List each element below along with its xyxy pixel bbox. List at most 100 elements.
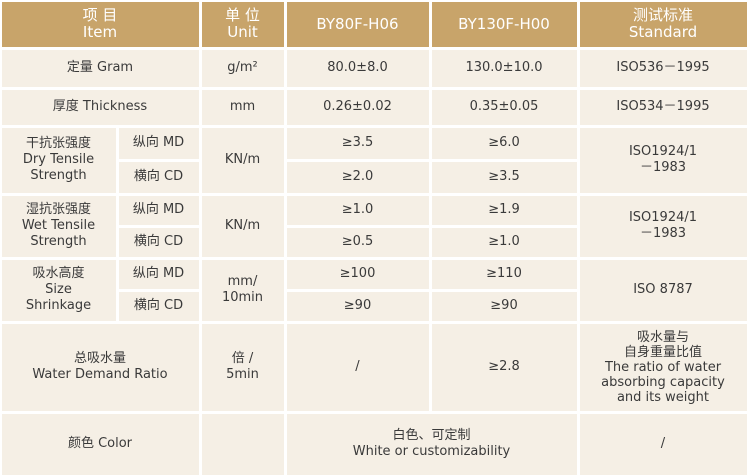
cell-text: ≥100 <box>339 266 376 281</box>
cell-text: / <box>355 359 360 374</box>
table-cell: ≥90 <box>431 291 577 321</box>
cell-text: mm/ <box>227 274 258 289</box>
cell-text: 10min <box>221 290 264 305</box>
cell-text: 项 目 <box>82 6 118 24</box>
table-cell: ISO 8787 <box>579 259 747 321</box>
cell-text: 80.0±8.0 <box>327 60 388 75</box>
cell-text: 纵向 MD <box>132 202 185 217</box>
cell-text: Standard <box>628 23 698 41</box>
table-cell: 项 目 Item <box>1 1 199 47</box>
cell-text: BY130F-H00 <box>458 14 550 33</box>
cell-text: 倍 / <box>231 351 254 366</box>
table-cell: 纵向 MD <box>118 195 199 225</box>
cell-text: 横向 CD <box>133 298 184 313</box>
table-cell: ISO1924/1 －1983 <box>579 127 747 193</box>
table-cell: 湿抗张强度 Wet Tensile Strength <box>1 195 116 257</box>
table-cell: 总吸水量 Water Demand Ratio <box>1 323 199 411</box>
cell-text: Wet Tensile <box>21 218 96 233</box>
table-cell: ≥2.8 <box>431 323 577 411</box>
table-cell: 0.35±0.05 <box>431 89 577 125</box>
cell-text: / <box>660 436 666 451</box>
cell-text: 湿抗张强度 <box>25 202 91 217</box>
cell-text: and its weight <box>616 389 710 405</box>
table-cell: / <box>286 323 429 411</box>
table-cell: 测试标准 Standard <box>579 1 747 47</box>
cell-text: 自身重量比值 <box>623 344 702 360</box>
cell-text: 总吸水量 <box>73 351 126 366</box>
table-cell: 厚度 Thickness <box>1 89 199 125</box>
cell-text: 定量 Gram <box>66 60 134 75</box>
table-cell: ISO536－1995 <box>579 49 747 87</box>
cell-text: ≥1.9 <box>488 202 520 217</box>
table-cell: 白色、可定制 White or customizability <box>286 413 577 475</box>
cell-text: g/m² <box>227 60 258 75</box>
cell-text: ISO1924/1 <box>628 210 698 225</box>
table-cell: KN/m <box>201 127 284 193</box>
table-cell: BY130F-H00 <box>431 1 577 47</box>
cell-text: Shrinkage <box>25 298 92 313</box>
table-cell: ≥100 <box>286 259 429 289</box>
table-cell: 定量 Gram <box>1 49 199 87</box>
table-cell: ≥90 <box>286 291 429 321</box>
cell-text: 0.26±0.02 <box>323 99 392 114</box>
table-cell: ≥2.0 <box>286 161 429 193</box>
table-cell: ≥3.5 <box>286 127 429 159</box>
cell-text: The ratio of water <box>604 359 722 375</box>
table-cell: ISO1924/1 －1983 <box>579 195 747 257</box>
cell-text: ≥6.0 <box>488 135 520 150</box>
table-cell: mm <box>201 89 284 125</box>
cell-text: BY80F-H06 <box>316 14 399 33</box>
cell-text: 5min <box>226 367 259 382</box>
table-cell: 吸水量与 自身重量比值 The ratio of water absorbing ca… <box>579 323 747 411</box>
table-cell: KN/m <box>201 195 284 257</box>
cell-text: Water Demand Ratio <box>32 367 168 382</box>
cell-text: ≥2.0 <box>341 169 374 184</box>
cell-text: ≥110 <box>486 266 522 281</box>
cell-text: 吸水量与 <box>636 329 689 345</box>
cell-text: 0.35±0.05 <box>469 99 539 114</box>
table-cell: 130.0±10.0 <box>431 49 577 87</box>
cell-text: 130.0±10.0 <box>465 60 543 75</box>
table-cell: mm/10min <box>201 259 284 321</box>
cell-text: 白色、可定制 <box>392 428 471 443</box>
table-cell: g/m² <box>201 49 284 87</box>
cell-text: Strength <box>30 168 87 183</box>
table-cell: 横向 CD <box>118 227 199 257</box>
cell-text: KN/m <box>224 218 261 233</box>
cell-text: 横向 CD <box>133 234 184 249</box>
table-cell: ≥110 <box>431 259 577 289</box>
cell-text: 纵向 MD <box>132 135 185 150</box>
table-cell: 干抗张强度 Dry Tensile Strength <box>1 127 116 193</box>
cell-text: 单 位 <box>225 6 260 24</box>
cell-text: ≥3.5 <box>341 135 374 150</box>
table-cell: ≥1.0 <box>286 195 429 225</box>
table-cell: 0.26±0.02 <box>286 89 429 125</box>
table-cell: / <box>579 413 747 475</box>
table-cell: ≥6.0 <box>431 127 577 159</box>
table-cell: BY80F-H06 <box>286 1 429 47</box>
cell-text: Strength <box>30 234 87 249</box>
table-cell: ≥1.9 <box>431 195 577 225</box>
table-cell: ≥0.5 <box>286 227 429 257</box>
table-cell: 纵向 MD <box>118 259 199 289</box>
cell-text: ISO534－1995 <box>616 99 710 114</box>
cell-text: White or customizability <box>352 444 511 459</box>
cell-text: 横向 CD <box>133 169 184 184</box>
cell-text: 测试标准 <box>632 6 693 24</box>
table-cell: 横向 CD <box>118 161 199 193</box>
cell-text: ISO536－1995 <box>616 60 710 75</box>
cell-text: 颜色 Color <box>67 436 133 451</box>
table-cell: 吸水高度 Size Shrinkage <box>1 259 116 321</box>
cell-text: Dry Tensile <box>22 152 95 167</box>
cell-text: ≥90 <box>490 298 518 313</box>
cell-text: mm <box>229 99 256 114</box>
cell-text: 纵向 MD <box>132 266 185 281</box>
cell-text: ≥3.5 <box>488 169 520 184</box>
cell-text: ≥2.8 <box>488 359 520 374</box>
cell-text: ≥1.0 <box>341 202 374 217</box>
cell-text: Unit <box>227 23 258 41</box>
cell-text: ≥1.0 <box>488 234 520 249</box>
table-cell: ISO534－1995 <box>579 89 747 125</box>
cell-text: －1983 <box>639 226 687 241</box>
